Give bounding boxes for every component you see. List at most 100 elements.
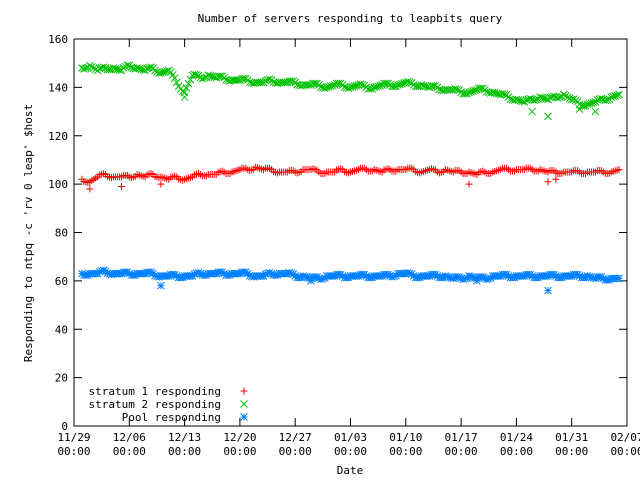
data-point <box>117 183 125 191</box>
data-point <box>591 107 600 116</box>
data-point-interp <box>443 85 452 94</box>
data-point-interp <box>328 81 337 90</box>
data-point-interp <box>388 82 396 91</box>
data-point-interp <box>390 82 398 91</box>
data-point <box>86 185 94 193</box>
y-tick-label: 40 <box>55 323 68 336</box>
data-point-interp <box>605 95 614 103</box>
data-point-interp <box>534 167 542 175</box>
data-point-interp <box>392 82 400 91</box>
data-point-interp <box>216 72 225 81</box>
data-point-interp <box>475 84 483 93</box>
x-tick-label-date: 11/29 <box>57 431 90 444</box>
data-point <box>157 281 165 290</box>
data-point-interp <box>103 65 112 74</box>
data-point-interp <box>597 167 605 175</box>
data-point-interp <box>597 94 606 103</box>
y-axis-label: Responding to ntpq -c 'rv 0 leap' $host <box>22 104 35 362</box>
x-tick-label-time: 00:00 <box>57 445 90 458</box>
data-point-interp <box>566 168 574 176</box>
data-point <box>465 180 473 188</box>
x-tick-label-date: 01/24 <box>500 431 533 444</box>
data-point-interp <box>81 64 90 73</box>
x-tick-label-time: 00:00 <box>279 445 312 458</box>
data-point-interp <box>461 89 469 98</box>
data-point-interp <box>526 164 534 172</box>
x-tick-label-time: 00:00 <box>555 445 588 458</box>
data-point-interp <box>100 170 108 178</box>
data-point-interp <box>334 79 343 88</box>
data-point-interp <box>503 164 511 172</box>
data-point-interp <box>153 68 161 76</box>
data-point-interp <box>305 81 313 89</box>
data-point-interp <box>380 79 388 88</box>
data-point-interp <box>289 167 297 175</box>
data-point-interp <box>574 167 582 175</box>
x-tick-label-time: 00:00 <box>389 445 422 458</box>
data-point-interp <box>123 171 131 179</box>
data-point-interp <box>557 273 566 282</box>
y-tick-label: 80 <box>55 227 68 240</box>
x-tick-label-date: 02/07 <box>610 431 640 444</box>
data-point-interp <box>492 89 501 98</box>
legend-label: stratum 2 responding <box>89 398 221 411</box>
legend-marker <box>240 400 248 408</box>
data-point-interp <box>555 93 564 102</box>
data-point-interp <box>87 62 96 71</box>
data-point-interp <box>108 174 116 182</box>
data-point-interp <box>182 84 191 92</box>
data-point-interp <box>352 166 360 174</box>
data-point-interp <box>421 82 430 91</box>
data-point-interp <box>234 166 242 174</box>
y-tick-label: 60 <box>55 275 68 288</box>
data-point-interp <box>510 167 518 175</box>
x-tick-label-date: 12/06 <box>113 431 146 444</box>
data-point-interp <box>382 79 390 88</box>
legend-label: stratum 1 responding <box>89 385 221 398</box>
data-point-interp <box>471 86 479 95</box>
y-tick-label: 140 <box>48 81 68 94</box>
data-point-interp <box>321 169 329 177</box>
data-point-interp <box>257 78 266 87</box>
data-point-interp <box>115 65 124 74</box>
data-point-interp <box>337 165 345 173</box>
data-point-interp <box>309 79 317 88</box>
data-point-interp <box>376 81 384 90</box>
data-point-interp <box>97 63 106 72</box>
data-point <box>528 107 537 116</box>
data-point-interp <box>463 169 471 177</box>
data-point-interp <box>230 76 238 84</box>
data-point-interp <box>416 169 424 177</box>
data-point-interp <box>163 175 171 183</box>
x-tick-label-date: 12/13 <box>168 431 201 444</box>
data-point-interp <box>83 271 92 279</box>
series-2 <box>78 61 623 121</box>
data-point-interp <box>186 75 195 84</box>
data-point-interp <box>297 168 305 176</box>
data-point-interp <box>581 101 590 110</box>
data-point-interp <box>360 164 368 172</box>
data-point-interp <box>271 78 280 87</box>
data-point-interp <box>234 76 242 84</box>
data-point-interp <box>305 166 313 174</box>
data-point-interp <box>364 84 373 93</box>
data-point-interp <box>263 76 272 84</box>
data-point-interp <box>479 167 487 175</box>
y-tick-label: 20 <box>55 372 68 385</box>
data-point-interp <box>532 95 541 104</box>
data-point-interp <box>131 173 139 181</box>
x-tick-label-time: 00:00 <box>113 445 146 458</box>
data-point-interp <box>92 174 100 182</box>
data-point-interp <box>603 95 612 104</box>
data-point-interp <box>281 168 289 176</box>
data-point-interp <box>179 176 187 184</box>
data-point-interp <box>368 167 376 175</box>
data-point-interp <box>238 74 246 83</box>
data-point-interp <box>427 82 436 90</box>
data-point-interp <box>313 166 321 174</box>
data-point-interp <box>344 84 353 93</box>
data-point-interp <box>239 74 248 83</box>
x-tick-label-time: 00:00 <box>168 445 201 458</box>
legend-marker <box>240 387 248 395</box>
